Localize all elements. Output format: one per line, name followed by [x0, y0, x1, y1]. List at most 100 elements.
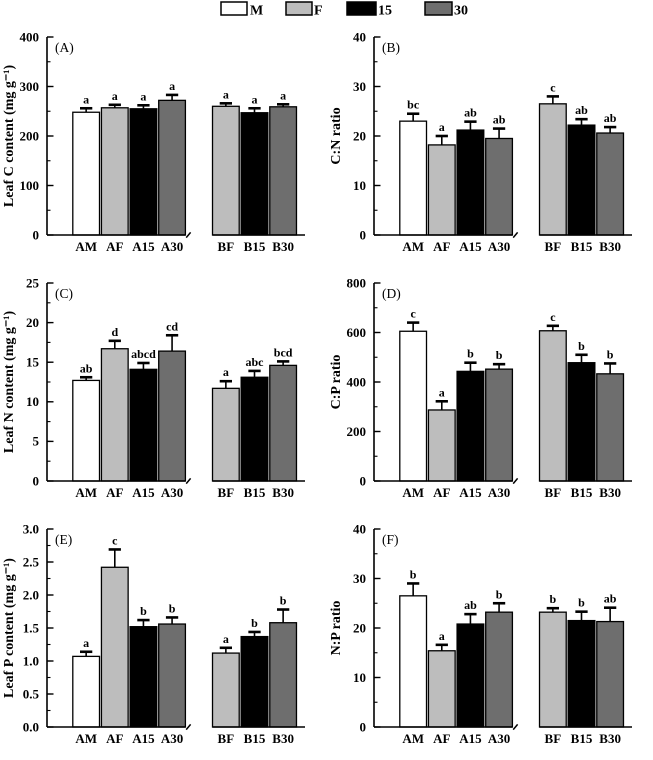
svg-text:B30: B30 [272, 731, 294, 746]
svg-text:AF: AF [433, 239, 450, 254]
svg-text:(D): (D) [382, 286, 401, 301]
svg-text:40: 40 [353, 29, 366, 44]
svg-text:5: 5 [33, 434, 40, 449]
svg-text:A30: A30 [161, 731, 183, 746]
svg-text:2.5: 2.5 [23, 554, 40, 569]
svg-text:abc: abc [246, 355, 265, 369]
svg-text:a: a [223, 632, 229, 646]
svg-text:AF: AF [106, 485, 123, 500]
svg-text:A30: A30 [161, 485, 183, 500]
svg-text:a: a [169, 79, 175, 93]
svg-text:B30: B30 [599, 239, 621, 254]
svg-text:A30: A30 [488, 239, 510, 254]
svg-text:AM: AM [75, 485, 97, 500]
svg-text:20: 20 [353, 128, 366, 143]
svg-text:600: 600 [347, 325, 367, 340]
svg-text:a: a [112, 89, 118, 103]
svg-text:b: b [140, 604, 147, 618]
svg-text:A15: A15 [132, 485, 155, 500]
svg-text:B30: B30 [599, 731, 621, 746]
svg-text:A15: A15 [459, 239, 482, 254]
svg-text:Leaf C content (mg g⁻¹): Leaf C content (mg g⁻¹) [2, 65, 17, 208]
svg-text:(A): (A) [55, 40, 74, 55]
svg-text:A15: A15 [132, 731, 155, 746]
svg-text:A15: A15 [459, 485, 482, 500]
svg-text:ab: ab [464, 598, 477, 612]
svg-text:a: a [252, 92, 258, 106]
svg-text:10: 10 [353, 178, 366, 193]
svg-text:a: a [83, 92, 89, 106]
svg-text:a: a [223, 87, 229, 101]
svg-text:0: 0 [33, 227, 40, 242]
svg-text:AF: AF [433, 485, 450, 500]
svg-text:3.0: 3.0 [23, 521, 39, 536]
svg-text:B15: B15 [244, 485, 266, 500]
svg-text:F: F [314, 4, 323, 18]
svg-text:b: b [578, 596, 585, 610]
svg-text:25: 25 [26, 275, 40, 290]
svg-text:AF: AF [106, 731, 123, 746]
svg-text:30: 30 [454, 4, 468, 18]
svg-text:bc: bc [407, 98, 420, 112]
svg-text:(B): (B) [382, 40, 400, 55]
svg-text:ab: ab [604, 111, 617, 125]
svg-text:15: 15 [26, 355, 40, 370]
svg-text:B15: B15 [571, 731, 593, 746]
svg-text:N:P ratio: N:P ratio [329, 601, 344, 656]
svg-text:b: b [280, 594, 287, 608]
svg-text:ab: ab [604, 592, 617, 606]
svg-text:A15: A15 [132, 239, 155, 254]
svg-text:Leaf P content (mg g⁻¹): Leaf P content (mg g⁻¹) [2, 558, 17, 698]
svg-text:d: d [111, 325, 118, 339]
svg-text:A30: A30 [161, 239, 183, 254]
svg-text:ab: ab [80, 361, 93, 375]
svg-text:BF: BF [545, 731, 562, 746]
svg-text:800: 800 [347, 275, 367, 290]
svg-text:BF: BF [545, 239, 562, 254]
svg-text:400: 400 [347, 374, 367, 389]
svg-text:ab: ab [464, 106, 477, 120]
svg-text:b: b [550, 592, 557, 606]
svg-text:300: 300 [20, 79, 40, 94]
svg-text:400: 400 [20, 29, 40, 44]
svg-text:0.5: 0.5 [23, 686, 40, 701]
svg-text:BF: BF [218, 485, 235, 500]
svg-text:B15: B15 [244, 731, 266, 746]
svg-text:b: b [496, 587, 503, 601]
svg-text:b: b [169, 601, 176, 615]
svg-text:0: 0 [33, 473, 40, 488]
svg-text:a: a [439, 385, 445, 399]
svg-text:40: 40 [353, 521, 366, 536]
svg-text:B30: B30 [599, 485, 621, 500]
svg-text:AF: AF [433, 731, 450, 746]
svg-text:Leaf N content (mg g⁻¹): Leaf N content (mg g⁻¹) [2, 311, 17, 454]
svg-text:b: b [496, 348, 503, 362]
svg-text:A30: A30 [488, 731, 510, 746]
svg-text:a: a [223, 365, 229, 379]
svg-text:(E): (E) [55, 532, 72, 547]
svg-text:0: 0 [360, 227, 367, 242]
svg-text:cd: cd [166, 319, 178, 333]
svg-text:AM: AM [75, 731, 97, 746]
svg-text:100: 100 [20, 178, 40, 193]
svg-text:a: a [439, 120, 445, 134]
svg-text:20: 20 [353, 620, 366, 635]
svg-text:M: M [250, 4, 263, 18]
svg-text:b: b [251, 616, 258, 630]
svg-text:AM: AM [402, 239, 424, 254]
svg-text:AM: AM [402, 731, 424, 746]
svg-text:BF: BF [218, 239, 235, 254]
svg-text:b: b [467, 347, 474, 361]
svg-text:10: 10 [26, 394, 39, 409]
svg-text:a: a [280, 88, 286, 102]
svg-text:a: a [83, 636, 89, 650]
svg-text:a: a [439, 629, 445, 643]
svg-text:AM: AM [75, 239, 97, 254]
svg-text:b: b [410, 567, 417, 581]
svg-text:AM: AM [402, 485, 424, 500]
svg-text:A15: A15 [459, 731, 482, 746]
svg-text:0: 0 [360, 473, 367, 488]
svg-text:B15: B15 [571, 485, 593, 500]
svg-text:b: b [578, 339, 585, 353]
svg-text:A30: A30 [488, 485, 510, 500]
